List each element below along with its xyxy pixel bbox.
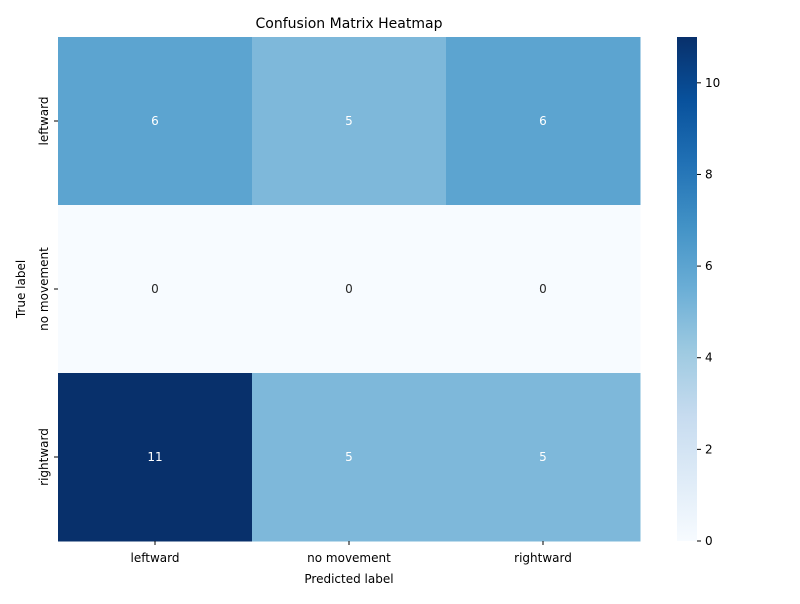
y-tick-label: rightward	[37, 428, 51, 486]
colorbar-tick-label: 4	[705, 351, 713, 365]
heatmap-cells	[58, 37, 641, 542]
y-axis-label: True label	[14, 260, 28, 319]
x-tick-label: leftward	[131, 551, 180, 565]
colorbar	[677, 37, 697, 541]
heatmap-cell	[58, 373, 253, 542]
colorbar-tick-label: 6	[705, 259, 713, 273]
colorbar-tick-label: 2	[705, 442, 713, 456]
heatmap-cell	[446, 205, 641, 374]
x-tick-label: no movement	[307, 551, 391, 565]
cell-value: 6	[539, 114, 547, 128]
heatmap-cell	[446, 37, 641, 206]
cell-value: 0	[151, 282, 159, 296]
cell-value: 5	[345, 450, 353, 464]
x-axis: leftward no movement rightward	[131, 541, 572, 565]
cell-annotations: 6 5 6 0 0 0 11 5 5	[147, 114, 546, 464]
heatmap-cell	[252, 373, 447, 542]
heatmap-cell	[446, 373, 641, 542]
cell-value: 6	[151, 114, 159, 128]
cell-value: 0	[345, 282, 353, 296]
colorbar-tick-label: 0	[705, 534, 713, 548]
colorbar-tick-label: 10	[705, 76, 720, 90]
colorbar-axis: 0 2 4 6 8 10	[697, 76, 720, 548]
heatmap-cell	[252, 205, 447, 374]
cell-value: 5	[539, 450, 547, 464]
y-tick-label: no movement	[37, 247, 51, 331]
y-axis: leftward no movement rightward	[37, 97, 58, 486]
cell-value: 5	[345, 114, 353, 128]
heatmap-cell	[252, 37, 447, 206]
x-axis-label: Predicted label	[304, 572, 393, 586]
y-tick-label: leftward	[37, 97, 51, 146]
cell-value: 11	[147, 450, 162, 464]
chart-title: Confusion Matrix Heatmap	[256, 16, 443, 32]
x-tick-label: rightward	[514, 551, 572, 565]
heatmap-cell	[58, 205, 253, 374]
cell-value: 0	[539, 282, 547, 296]
heatmap-cell	[58, 37, 253, 206]
colorbar-tick-label: 8	[705, 167, 713, 181]
